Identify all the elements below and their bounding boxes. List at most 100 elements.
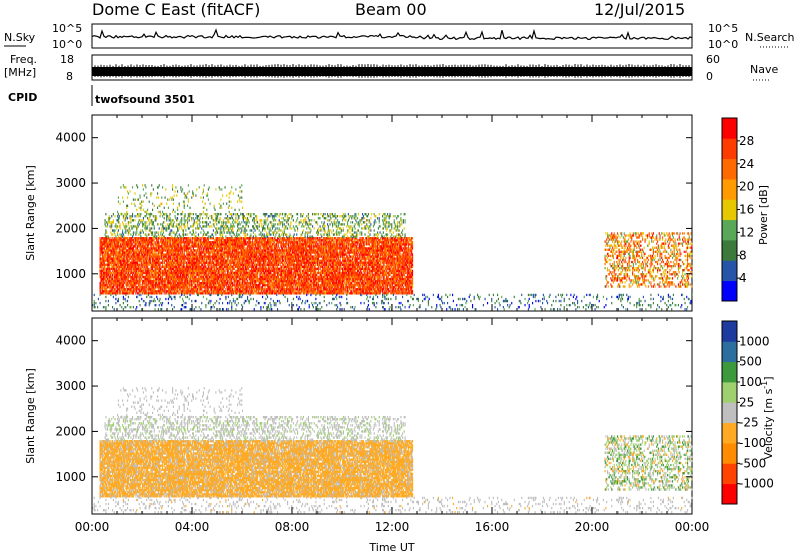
heatmap-cell xyxy=(150,278,151,280)
heatmap-cell xyxy=(137,278,138,280)
heatmap-cell xyxy=(132,243,133,245)
heatmap-cell xyxy=(198,241,199,243)
heatmap-cell xyxy=(244,290,245,292)
heatmap-cell xyxy=(127,282,128,284)
heatmap-cell xyxy=(169,247,170,249)
heatmap-cell xyxy=(189,288,190,290)
heatmap-cell xyxy=(108,274,109,276)
heatmap-cell xyxy=(128,284,129,286)
heatmap-cell xyxy=(172,260,173,262)
heatmap-cell xyxy=(165,268,166,270)
heatmap-cell xyxy=(206,260,207,262)
heatmap-cell xyxy=(100,253,101,255)
heatmap-cell xyxy=(155,288,156,290)
heatmap-cell xyxy=(172,290,173,292)
noise-left-tick-top: 10^5 xyxy=(52,22,82,35)
heatmap-cell xyxy=(260,284,261,286)
heatmap-cell xyxy=(200,239,201,241)
heatmap-cell xyxy=(257,272,258,274)
heatmap-cell xyxy=(250,257,251,259)
heatmap-cell xyxy=(170,280,171,282)
heatmap-cell xyxy=(230,245,231,247)
heatmap-cell xyxy=(222,249,223,251)
heatmap-cell xyxy=(139,253,140,255)
heatmap-cell xyxy=(218,260,219,262)
heatmap-cell xyxy=(104,262,105,264)
heatmap-cell xyxy=(155,251,156,253)
heatmap-cell xyxy=(138,239,139,241)
heatmap-cell xyxy=(225,288,226,290)
heatmap-cell xyxy=(141,262,142,264)
heatmap-cell xyxy=(260,247,261,249)
heatmap-cell xyxy=(190,253,191,255)
heatmap-cell xyxy=(228,255,229,257)
heatmap-cell xyxy=(224,286,225,288)
heatmap-cell xyxy=(170,243,171,245)
heatmap-cell xyxy=(187,280,188,282)
heatmap-cell xyxy=(221,251,222,253)
heatmap-cell xyxy=(196,241,197,243)
heatmap-cell xyxy=(204,251,205,253)
heatmap-cell xyxy=(184,253,185,255)
heatmap-cell xyxy=(230,249,231,251)
heatmap-cell xyxy=(109,264,110,266)
heatmap-cell xyxy=(215,282,216,284)
heatmap-cell xyxy=(167,243,168,245)
heatmap-cell xyxy=(243,266,244,268)
heatmap-cell xyxy=(248,284,249,286)
heatmap-cell xyxy=(199,290,200,292)
heatmap-cell xyxy=(260,249,261,251)
heatmap-cell xyxy=(221,239,222,241)
heatmap-cell xyxy=(243,286,244,288)
heatmap-cell xyxy=(138,249,139,251)
heatmap-cell xyxy=(262,241,263,243)
heatmap-cell xyxy=(265,249,266,251)
heatmap-cell xyxy=(121,262,122,264)
freq-right-tick-top: 60 xyxy=(706,53,720,66)
heatmap-cell xyxy=(266,268,267,270)
heatmap-cell xyxy=(192,241,193,243)
heatmap-cell xyxy=(128,272,129,274)
heatmap-cell xyxy=(139,266,140,268)
heatmap-cell xyxy=(120,280,121,282)
heatmap-cell xyxy=(115,260,116,262)
heatmap-cell xyxy=(160,270,161,272)
heatmap-cell xyxy=(158,239,159,241)
heatmap-cell xyxy=(188,274,189,276)
heatmap-cell xyxy=(180,290,181,292)
heatmap-cell xyxy=(135,284,136,286)
heatmap-cell xyxy=(120,290,121,292)
heatmap-cell xyxy=(100,282,101,284)
heatmap-cell xyxy=(256,266,257,268)
heatmap-cell xyxy=(172,247,173,249)
heatmap-cell xyxy=(234,253,235,255)
heatmap-cell xyxy=(182,249,183,251)
heatmap-cell xyxy=(159,260,160,262)
heatmap-cell xyxy=(252,290,253,292)
heatmap-cell xyxy=(148,290,149,292)
heatmap-cell xyxy=(185,255,186,257)
heatmap-cell xyxy=(199,280,200,282)
heatmap-cell xyxy=(259,266,260,268)
heatmap-cell xyxy=(254,257,255,259)
heatmap-cell xyxy=(104,247,105,249)
heatmap-cell xyxy=(247,247,248,249)
heatmap-cell xyxy=(169,270,170,272)
heatmap-cell xyxy=(135,260,136,262)
heatmap-cell xyxy=(246,278,247,280)
heatmap-cell xyxy=(230,284,231,286)
heatmap-cell xyxy=(201,274,202,276)
heatmap-cell xyxy=(115,286,116,288)
heatmap-cell xyxy=(186,276,187,278)
heatmap-cell xyxy=(265,282,266,284)
heatmap-cell xyxy=(228,270,229,272)
heatmap-cell xyxy=(136,270,137,272)
heatmap-cell xyxy=(114,290,115,292)
heatmap-cell xyxy=(196,286,197,288)
heatmap-cell xyxy=(190,255,191,257)
cpid-label: CPID xyxy=(8,91,37,104)
heatmap-cell xyxy=(113,255,114,257)
noise-sky-series xyxy=(92,30,692,40)
heatmap-cell xyxy=(146,282,147,284)
